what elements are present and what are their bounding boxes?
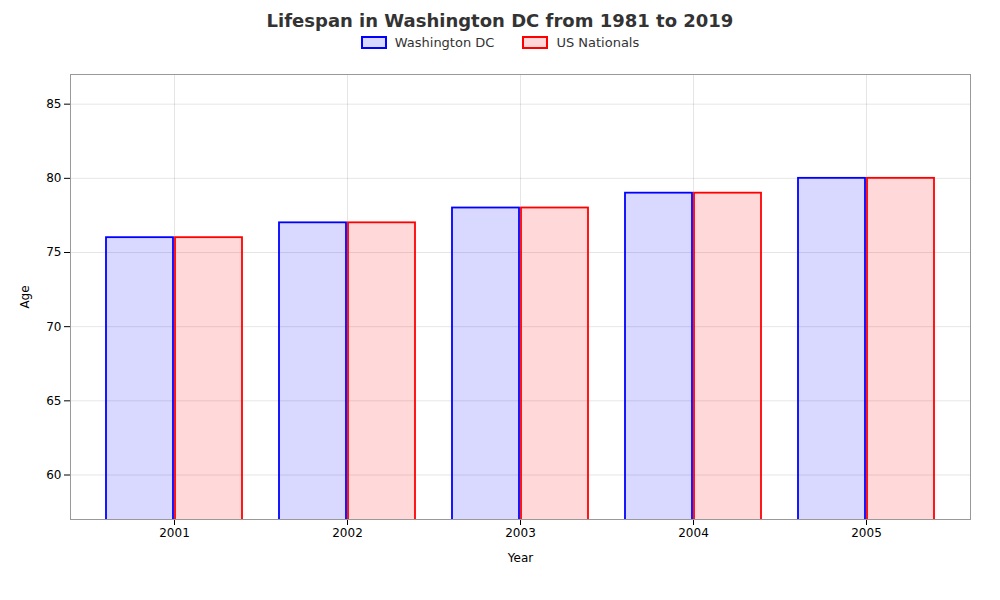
svg-text:65: 65	[46, 394, 61, 408]
svg-text:60: 60	[46, 468, 61, 482]
html-text:US Nationals: US Nationals	[556, 35, 640, 50]
svg-text:Year: Year	[507, 551, 533, 565]
svg-text:85: 85	[46, 97, 61, 111]
svg-text:2002: 2002	[332, 526, 363, 540]
svg-text:2001: 2001	[159, 526, 190, 540]
svg-text:2004: 2004	[678, 526, 709, 540]
svg-text:2003: 2003	[505, 526, 536, 540]
svg-text:2005: 2005	[851, 526, 882, 540]
svg-text:Age: Age	[18, 285, 32, 308]
html-text:Lifespan in Washington DC from: Lifespan in Washington DC from 1981 to 2…	[266, 10, 734, 31]
svg-text:70: 70	[46, 320, 61, 334]
svg-text:75: 75	[46, 245, 61, 259]
svg-text:80: 80	[46, 171, 61, 185]
html-text:Washington DC: Washington DC	[394, 35, 495, 50]
